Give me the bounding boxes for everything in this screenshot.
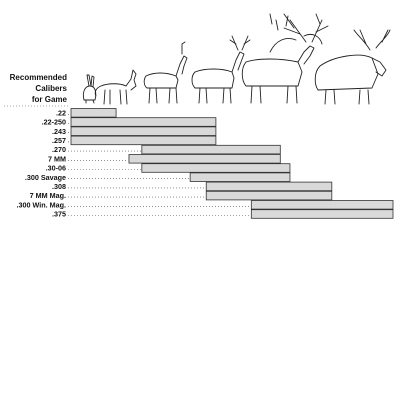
caliber-label: .270 bbox=[52, 145, 66, 154]
caliber-label: 7 MM Mag. bbox=[30, 191, 66, 200]
title-line-3: for Game bbox=[32, 95, 68, 104]
caliber-range-bar bbox=[205, 181, 333, 192]
caliber-range-bar bbox=[70, 108, 117, 118]
title-line-2: Calibers bbox=[35, 84, 67, 93]
caliber-range-bar bbox=[250, 200, 394, 210]
caliber-label: .257 bbox=[52, 136, 66, 145]
caliber-range-bar bbox=[141, 163, 291, 173]
caliber-label: .22 bbox=[56, 108, 66, 117]
caliber-label: .22-250 bbox=[42, 118, 66, 127]
caliber-range-bar bbox=[128, 154, 281, 164]
caliber-range-bar bbox=[70, 126, 217, 136]
mule-deer-icon bbox=[241, 13, 329, 104]
moose-icon bbox=[314, 29, 391, 105]
caliber-range-bar bbox=[70, 117, 217, 127]
caliber-range-bar bbox=[250, 209, 394, 219]
caliber-label: .30-06 bbox=[46, 164, 66, 173]
caliber-label: .300 Savage bbox=[25, 173, 66, 182]
elk-icon bbox=[269, 13, 323, 53]
caliber-label: .308 bbox=[52, 182, 66, 191]
caliber-label: .243 bbox=[52, 127, 66, 136]
title-line-1: Recommended bbox=[10, 73, 67, 82]
caliber-label: .375 bbox=[52, 210, 66, 219]
pronghorn-icon bbox=[143, 41, 188, 104]
caliber-range-bar bbox=[141, 144, 281, 155]
caliber-label: .300 Win. Mag. bbox=[17, 200, 66, 209]
chart-title: Recommended Calibers for Game bbox=[10, 73, 68, 104]
caliber-range-bar bbox=[205, 190, 333, 201]
caliber-range-bar bbox=[189, 172, 291, 182]
caliber-range-bar bbox=[70, 135, 217, 146]
fox-icon bbox=[94, 69, 137, 105]
caliber-label: 7 MM bbox=[48, 154, 66, 163]
deer-icon bbox=[191, 35, 251, 104]
